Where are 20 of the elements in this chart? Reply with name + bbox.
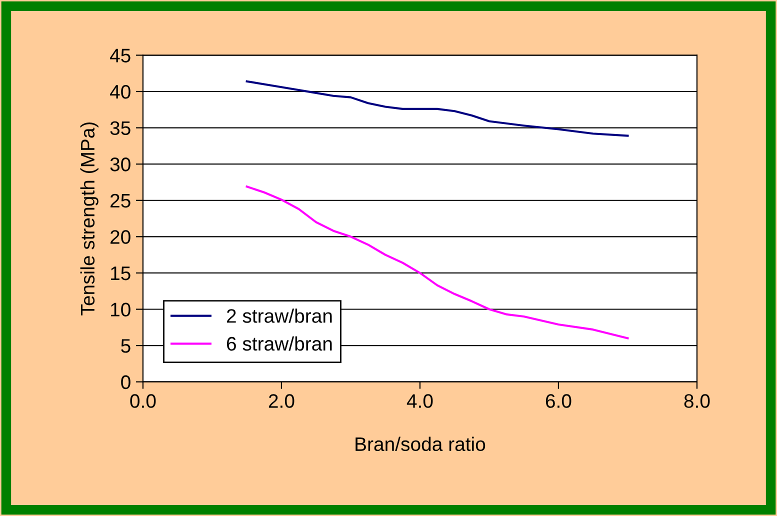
y-tick-label: 35	[110, 121, 130, 136]
y-tick-label: 5	[121, 339, 130, 353]
line-series	[246, 80, 629, 137]
y-tick-label: 30	[110, 158, 130, 172]
x-tick-label: 0.0	[130, 394, 156, 408]
x-tick-label: 6.0	[546, 394, 572, 408]
y-tick-label: 15	[111, 266, 130, 280]
x-tick-label: 8.0	[684, 394, 710, 408]
y-axis-title: Tensile strength (MPa)	[80, 122, 98, 316]
legend-label: 6 straw/bran	[226, 336, 332, 351]
y-tick-label: 20	[110, 230, 130, 244]
legend-label: 2 straw/bran	[226, 308, 332, 323]
y-tick-label: 40	[110, 84, 130, 99]
y-tick-label: 0	[121, 375, 130, 390]
x-tick-label: 2.0	[268, 394, 294, 408]
x-axis-title: Bran/soda ratio	[356, 436, 486, 452]
x-tick-label: 4.0	[406, 394, 433, 408]
y-tick-label: 45	[110, 48, 130, 62]
y-tick-label: 25	[110, 194, 130, 208]
y-tick-label: 10	[111, 302, 130, 316]
